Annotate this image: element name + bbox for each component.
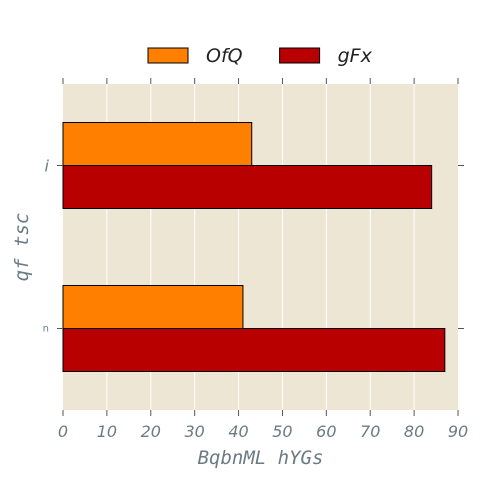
bar-OfQ-i [62,122,253,166]
x-tick-label-7: 70 [360,422,380,441]
bar-gFx-i [62,165,433,209]
bars [62,122,446,372]
x-tick-label-9: 90 [448,422,468,441]
x-tick-label-3: 30 [184,422,204,441]
legend-label-gFx: gFx [338,45,373,67]
y-tick-label-n: n [43,324,49,335]
axis-ticks: 0 10 20 30 40 50 60 70 80 90 i n [43,78,468,441]
legend-swatch-gFx [279,47,321,64]
y-axis-label: qf tsc [11,213,33,282]
legend: OfQ gFx [147,45,373,67]
x-tick-label-6: 60 [316,422,336,441]
y-tick-label-i: i [45,157,50,176]
x-tick-label-0: 0 [58,422,68,441]
legend-label-OfQ: OfQ [206,45,243,67]
bar-OfQ-n [62,285,244,329]
x-axis-label: BqbnML hYGs [198,447,324,469]
x-tick-label-2: 20 [141,422,161,441]
x-tick-label-4: 40 [228,422,248,441]
x-tick-label-1: 10 [97,422,117,441]
x-tick-label-5: 50 [272,422,292,441]
x-tick-label-8: 80 [404,422,424,441]
legend-swatch-OfQ [147,47,189,64]
bar-gFx-n [62,328,446,372]
